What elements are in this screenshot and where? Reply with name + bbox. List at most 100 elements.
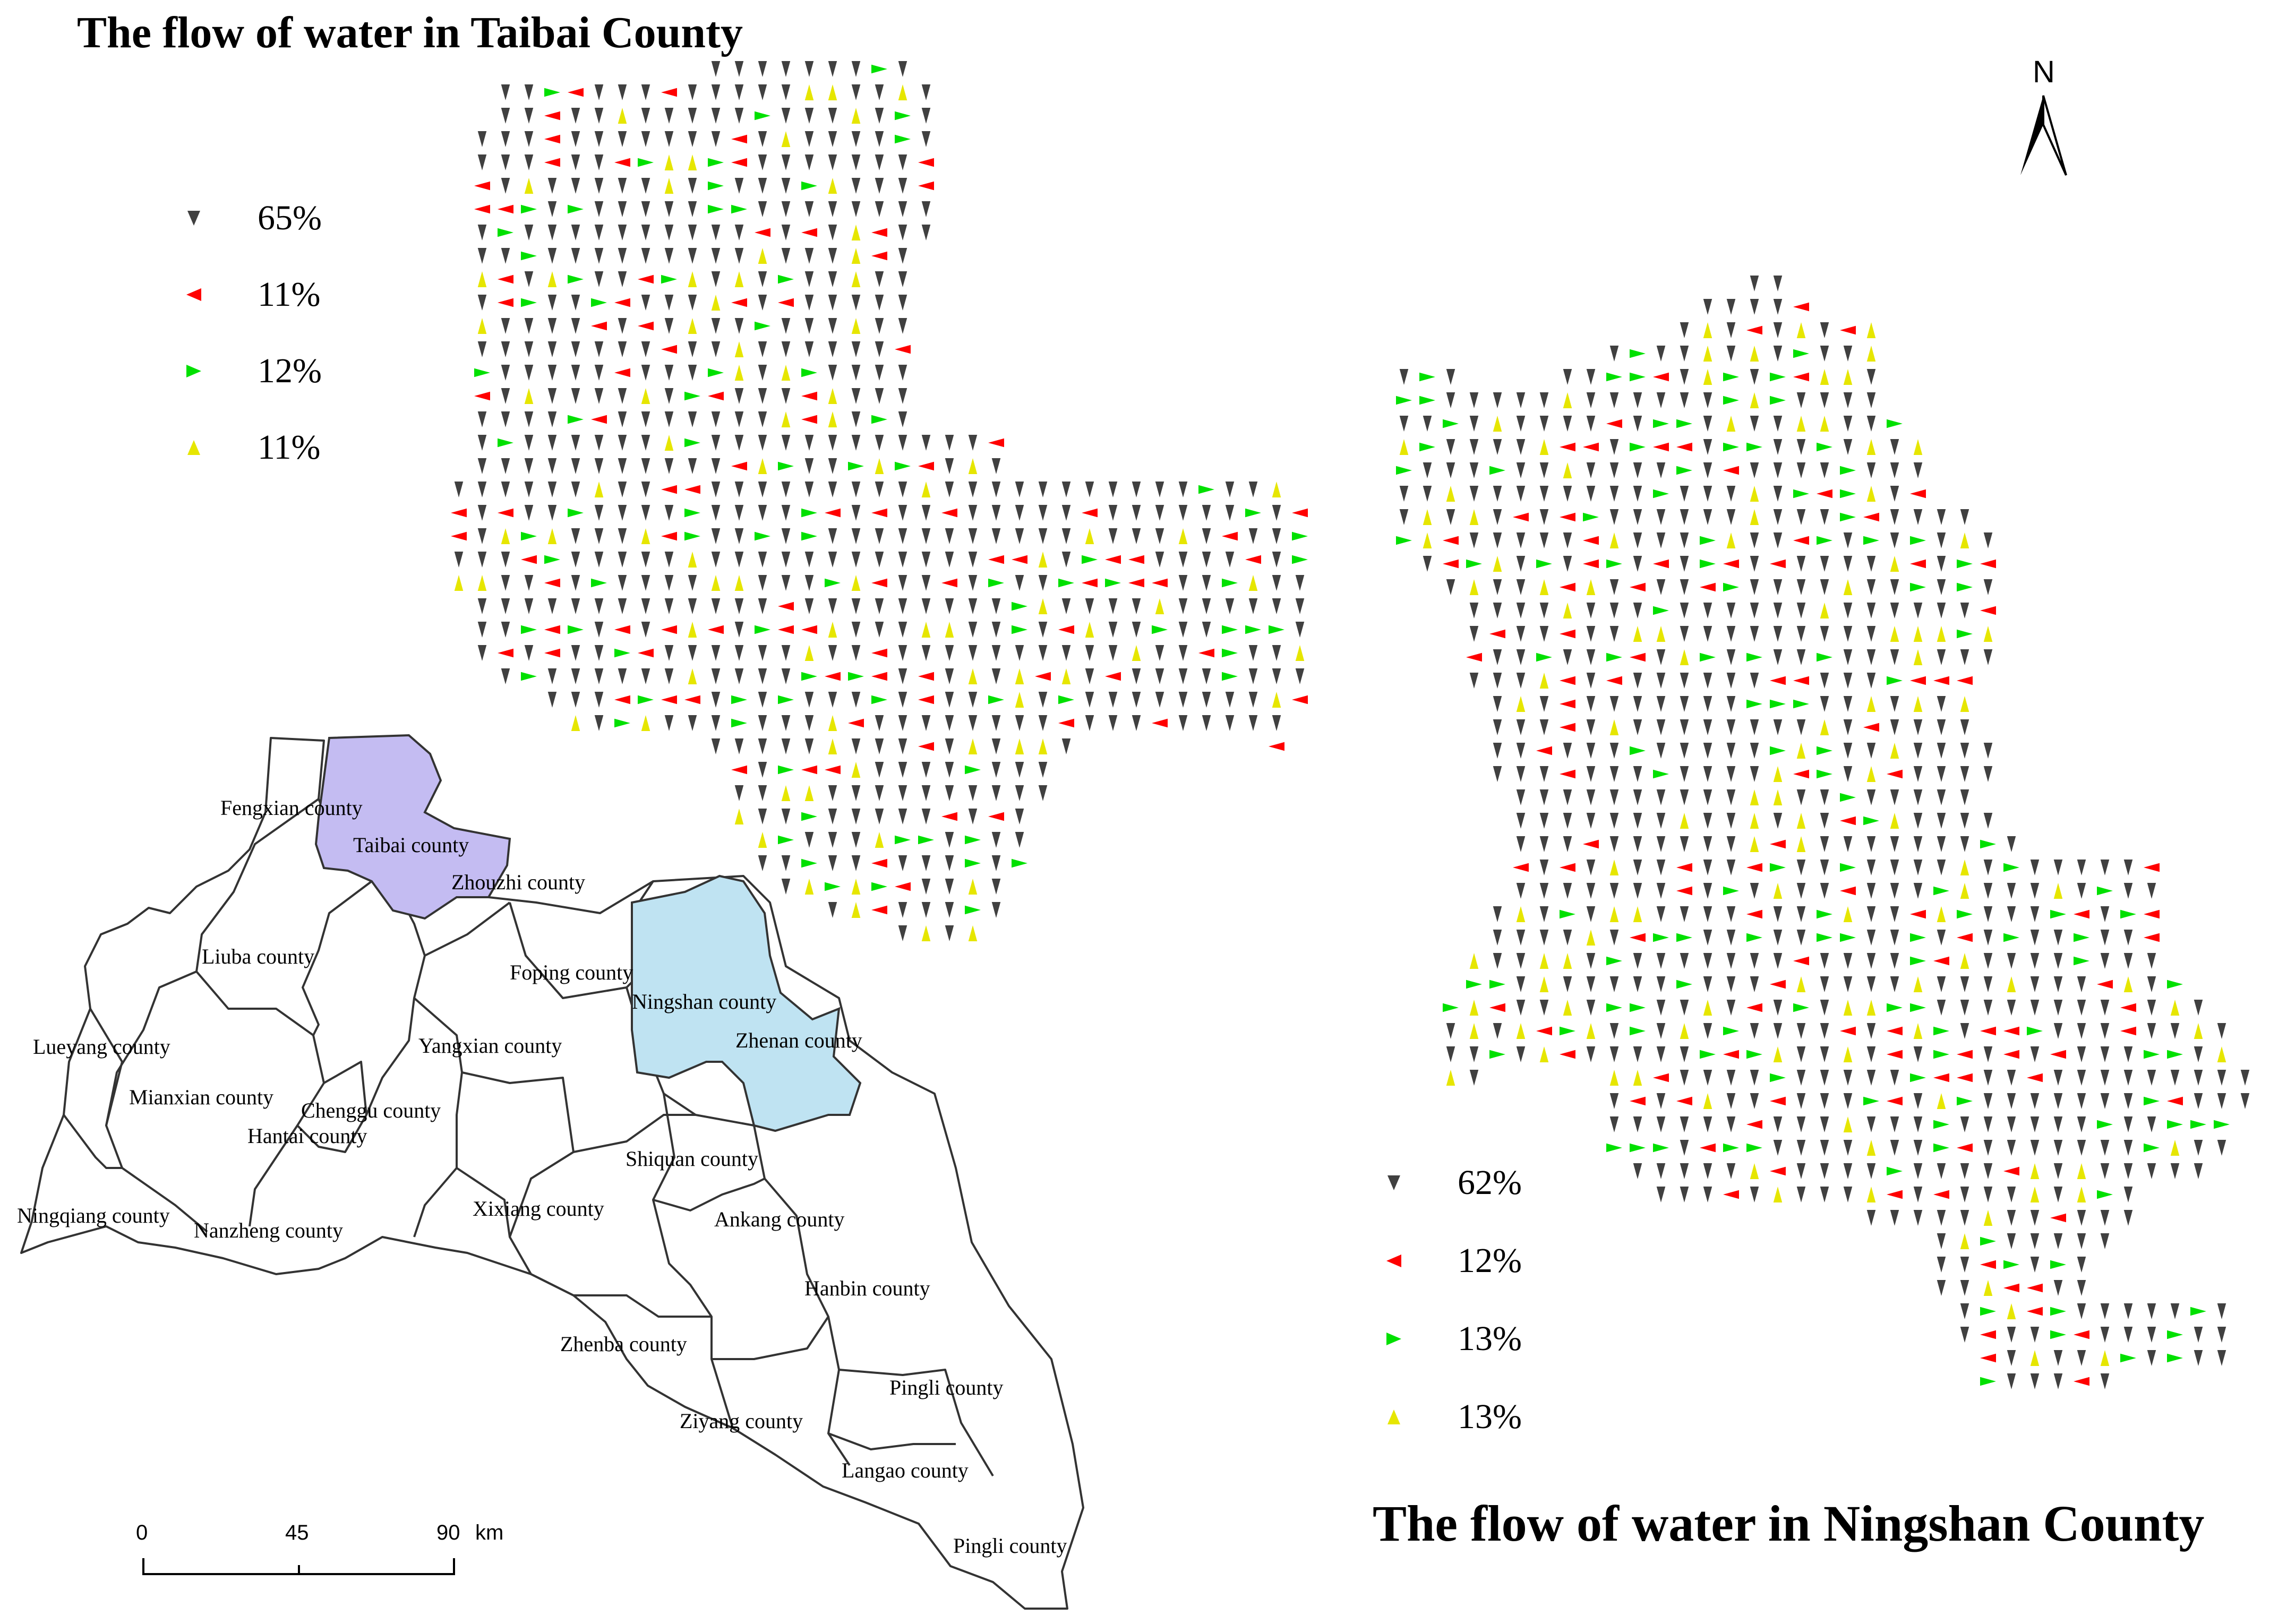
flow-arrow-down bbox=[1703, 1070, 1712, 1086]
flow-arrow-down bbox=[594, 668, 604, 684]
flow-arrow-down bbox=[1446, 439, 1455, 455]
flow-arrow-down bbox=[711, 598, 721, 614]
flow-arrow-down bbox=[921, 552, 931, 568]
flow-arrow-right bbox=[1817, 909, 1832, 919]
flow-arrow-left bbox=[1746, 325, 1762, 335]
flow-arrow-up bbox=[1983, 1210, 1993, 1226]
flow-arrow-down bbox=[1248, 598, 1258, 614]
flow-arrow-down bbox=[758, 552, 767, 568]
flow-arrow-right bbox=[684, 508, 700, 518]
flow-arrow-up bbox=[1796, 416, 1806, 432]
flow-arrow-down bbox=[851, 832, 861, 848]
flow-arrow-down bbox=[1890, 719, 1899, 735]
flow-arrow-down bbox=[711, 248, 721, 264]
flow-arrow-down bbox=[1983, 813, 1993, 829]
flow-arrow-down bbox=[898, 365, 907, 381]
flow-arrow-down bbox=[1703, 930, 1712, 946]
flow-arrow-left bbox=[988, 438, 1004, 448]
flow-arrow-down bbox=[945, 552, 954, 568]
flow-arrow-up bbox=[1983, 626, 1993, 642]
flow-arrow-down bbox=[618, 131, 627, 147]
flow-arrow-up bbox=[1563, 462, 1572, 478]
flow-arrow-up bbox=[1750, 346, 1759, 362]
flow-arrow-left bbox=[1980, 1353, 1996, 1363]
flow-arrow-down bbox=[1586, 976, 1596, 992]
ningshan-flow-arrows bbox=[1396, 276, 2250, 1389]
flow-arrow-down bbox=[851, 692, 861, 708]
flow-arrow-down bbox=[1633, 883, 1642, 899]
flow-arrow-up bbox=[828, 388, 837, 404]
flow-arrow-down bbox=[571, 598, 580, 614]
flow-arrow-down bbox=[571, 482, 580, 497]
flow-arrow-down bbox=[921, 505, 931, 521]
flow-arrow-left bbox=[1489, 1003, 1505, 1012]
flow-arrow-down bbox=[1703, 1116, 1712, 1132]
flow-arrow-down bbox=[828, 692, 837, 708]
flow-arrow-down bbox=[758, 341, 767, 357]
flow-arrow-down bbox=[1061, 528, 1071, 544]
flow-arrow-right bbox=[1746, 933, 1762, 942]
flow-arrow-down bbox=[2007, 906, 2016, 922]
flow-arrow-down bbox=[968, 785, 978, 801]
flow-arrow-left bbox=[871, 905, 887, 915]
flow-arrow-down bbox=[758, 575, 767, 591]
flow-arrow-down bbox=[851, 61, 861, 77]
flow-arrow-left bbox=[1933, 1073, 1949, 1082]
flow-arrow-down bbox=[1656, 813, 1666, 829]
flow-arrow-down bbox=[2007, 836, 2016, 852]
flow-arrow-right bbox=[2167, 1353, 2183, 1363]
flow-arrow-down bbox=[828, 201, 837, 217]
flow-arrow-down bbox=[2030, 1116, 2040, 1132]
flow-arrow-up bbox=[1399, 439, 1409, 455]
flow-arrow-down bbox=[2053, 1023, 2063, 1039]
flow-arrow-down bbox=[758, 271, 767, 287]
flow-arrow-down bbox=[2053, 1373, 2063, 1389]
flow-arrow-up bbox=[711, 575, 721, 591]
flow-arrow-down bbox=[1656, 673, 1666, 689]
flow-arrow-right bbox=[895, 134, 911, 144]
legend-label: 65% bbox=[258, 199, 322, 237]
flow-arrow-down bbox=[734, 411, 744, 427]
flow-arrow-left bbox=[1887, 769, 1903, 779]
flow-arrow-down bbox=[711, 458, 721, 474]
flow-arrow-down bbox=[1726, 626, 1736, 642]
flow-arrow-down bbox=[758, 715, 767, 731]
flow-arrow-down bbox=[1680, 906, 1689, 922]
flow-arrow-up bbox=[477, 318, 487, 334]
flow-arrow-down bbox=[1516, 813, 1526, 829]
flow-arrow-right bbox=[2144, 1096, 2160, 1106]
flow-arrow-down bbox=[781, 528, 791, 544]
flow-arrow-down bbox=[1820, 1000, 1829, 1016]
flow-arrow-up bbox=[804, 879, 814, 895]
flow-arrow-down bbox=[1656, 976, 1666, 992]
flow-arrow-down bbox=[945, 528, 954, 544]
flow-arrow-down bbox=[1680, 673, 1689, 689]
flow-arrow-left bbox=[1933, 676, 1949, 685]
flow-arrow-down bbox=[1843, 766, 1853, 782]
flow-arrow-down bbox=[1225, 552, 1235, 568]
flow-arrow-right bbox=[1606, 652, 1622, 662]
legend-item-up: 11% bbox=[183, 430, 321, 465]
flow-arrow-down bbox=[1656, 1116, 1666, 1132]
flow-arrow-up bbox=[1796, 813, 1806, 829]
flow-arrow-down bbox=[758, 178, 767, 194]
flow-arrow-left bbox=[1700, 582, 1716, 592]
flow-arrow-down bbox=[851, 411, 861, 427]
flow-arrow-down bbox=[1726, 860, 1736, 875]
flow-arrow-right bbox=[1840, 793, 1856, 802]
flow-arrow-up bbox=[781, 411, 791, 427]
flow-arrow-right bbox=[521, 531, 537, 541]
flow-arrow-down bbox=[781, 341, 791, 357]
flow-arrow-down bbox=[2100, 953, 2110, 969]
flow-arrow-down bbox=[1516, 766, 1526, 782]
flow-arrow-up bbox=[1773, 1187, 1783, 1202]
flow-arrow-down bbox=[477, 225, 487, 240]
flow-arrow-left bbox=[988, 812, 1004, 821]
flow-arrow-down bbox=[1913, 766, 1923, 782]
flow-arrow-up bbox=[1539, 1046, 1549, 1062]
flow-arrow-down bbox=[1493, 930, 1502, 946]
flow-arrow-up bbox=[1703, 1093, 1712, 1109]
flow-arrow-left bbox=[1957, 676, 1973, 685]
flow-arrow-down bbox=[2194, 1093, 2203, 1109]
flow-arrow-right bbox=[1746, 442, 1762, 452]
